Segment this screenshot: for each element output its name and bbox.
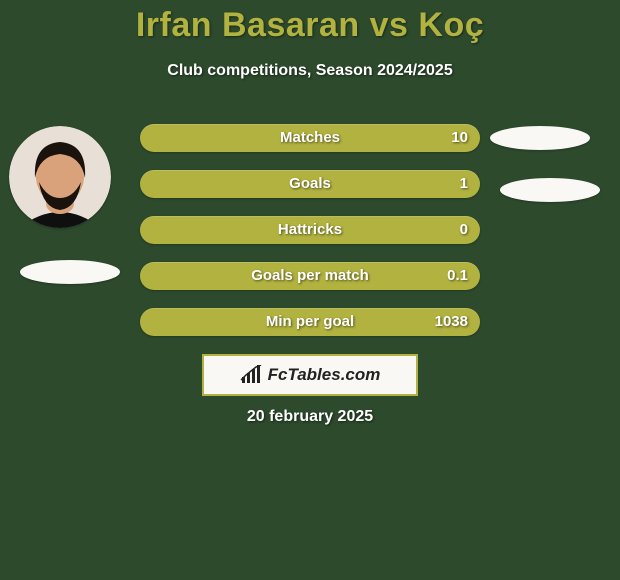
stat-value: 1038 <box>435 308 468 336</box>
player1-name-pill <box>20 260 120 284</box>
stat-label: Goals per match <box>140 262 480 290</box>
brand-text: FcTables.com <box>268 365 381 385</box>
stat-value: 1 <box>460 170 468 198</box>
page-title: Irfan Basaran vs Koç <box>0 6 620 45</box>
stat-bar-hattricks: Hattricks 0 <box>140 216 480 244</box>
stat-value: 0 <box>460 216 468 244</box>
brand-badge: FcTables.com <box>202 354 418 396</box>
player2-name-pill <box>500 178 600 202</box>
stat-bar-goals-per-match: Goals per match 0.1 <box>140 262 480 290</box>
stat-bar-goals: Goals 1 <box>140 170 480 198</box>
stat-bars: Matches 10 Goals 1 Hattricks 0 Goals per… <box>140 124 480 354</box>
comparison-infographic: Irfan Basaran vs Koç Club competitions, … <box>0 0 620 580</box>
stat-label: Goals <box>140 170 480 198</box>
stat-bar-matches: Matches 10 <box>140 124 480 152</box>
subtitle: Club competitions, Season 2024/2025 <box>0 62 620 80</box>
player1-avatar <box>9 126 111 228</box>
bar-chart-icon <box>240 365 262 385</box>
stat-label: Hattricks <box>140 216 480 244</box>
player2-avatar-pill <box>490 126 590 150</box>
stat-value: 0.1 <box>447 262 468 290</box>
date-label: 20 february 2025 <box>0 408 620 426</box>
stat-value: 10 <box>451 124 468 152</box>
stat-label: Matches <box>140 124 480 152</box>
avatar-svg <box>9 126 111 228</box>
stat-label: Min per goal <box>140 308 480 336</box>
stat-bar-min-per-goal: Min per goal 1038 <box>140 308 480 336</box>
